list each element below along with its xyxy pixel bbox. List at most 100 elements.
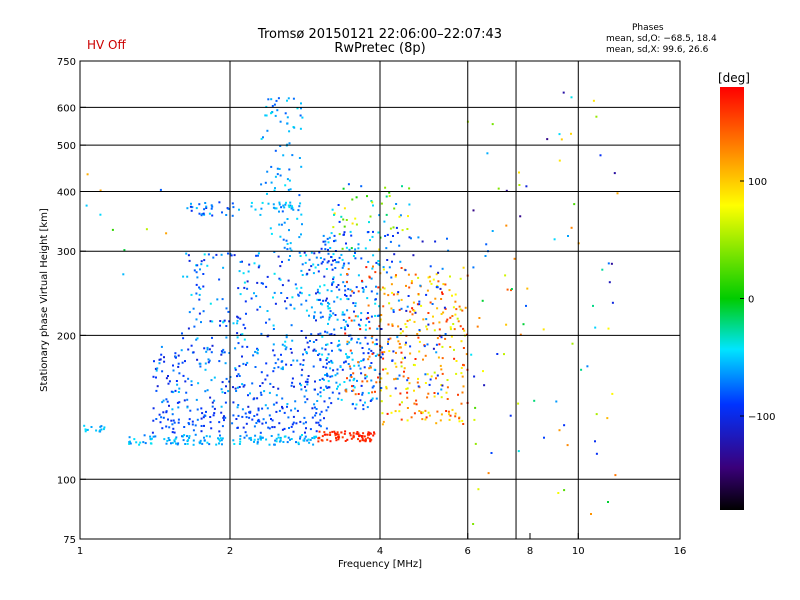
data-point [341, 368, 344, 371]
data-point [245, 422, 248, 425]
data-point [297, 443, 300, 446]
data-point [311, 416, 314, 419]
data-point [273, 103, 276, 106]
data-point [381, 423, 384, 426]
data-point [342, 233, 345, 236]
data-point [563, 424, 566, 427]
data-point [353, 364, 356, 367]
data-point [271, 426, 274, 429]
data-point [406, 407, 409, 409]
data-point [380, 202, 383, 205]
data-point [510, 288, 513, 290]
data-point [299, 435, 302, 438]
data-point [239, 438, 242, 441]
data-point [222, 348, 225, 351]
data-point [319, 316, 322, 319]
data-point [341, 266, 344, 269]
data-point [340, 398, 343, 401]
data-point [154, 367, 157, 370]
data-point [161, 401, 164, 404]
data-point [425, 325, 428, 328]
data-point [177, 365, 180, 368]
data-point [334, 432, 337, 435]
data-point [198, 212, 201, 215]
data-point [408, 286, 411, 289]
data-point [139, 441, 142, 444]
data-point [349, 374, 352, 376]
data-point [174, 356, 177, 359]
data-point [359, 399, 362, 402]
data-point [284, 112, 287, 115]
data-point [209, 320, 212, 323]
data-point [608, 281, 611, 284]
data-point [135, 441, 138, 444]
data-point [292, 421, 295, 424]
data-point [243, 281, 246, 284]
data-point [340, 327, 343, 329]
data-point [422, 358, 424, 361]
x-tick-label: 2 [227, 546, 233, 557]
data-point [395, 226, 398, 229]
data-point [245, 434, 248, 437]
data-point [256, 420, 259, 422]
data-point [357, 247, 360, 250]
data-point [409, 352, 412, 355]
data-point [324, 348, 327, 351]
data-point [288, 206, 291, 209]
data-point [446, 386, 449, 389]
data-point [592, 304, 594, 307]
data-point [414, 311, 417, 314]
data-point [172, 419, 175, 422]
data-point [307, 346, 310, 349]
data-point [326, 433, 329, 436]
data-point [357, 323, 360, 326]
data-point [427, 276, 430, 279]
data-point [381, 286, 384, 289]
data-point [357, 438, 359, 441]
data-point [401, 357, 404, 360]
data-point [343, 432, 346, 435]
data-point [203, 424, 205, 427]
data-point [303, 395, 306, 398]
data-point [236, 426, 239, 429]
data-point [270, 165, 273, 168]
data-point [153, 360, 155, 363]
data-point [280, 353, 282, 356]
data-point [199, 365, 202, 368]
data-point [259, 431, 262, 434]
data-point [181, 361, 184, 364]
data-point [373, 432, 376, 435]
data-point [151, 431, 154, 434]
data-point [472, 266, 475, 269]
data-point [570, 96, 573, 99]
data-point [304, 435, 307, 438]
data-point [330, 359, 333, 362]
data-point [430, 282, 433, 285]
data-point [145, 228, 148, 231]
data-point [268, 414, 271, 417]
data-point [440, 388, 443, 391]
data-point [367, 392, 370, 395]
data-point [299, 291, 302, 294]
data-point [187, 439, 190, 442]
data-point [462, 266, 465, 269]
data-point [288, 229, 290, 232]
data-point [358, 435, 361, 438]
data-point [232, 414, 235, 417]
data-point [305, 421, 307, 424]
data-point [607, 262, 610, 265]
data-point [351, 385, 353, 388]
data-point [357, 290, 360, 293]
data-point [330, 333, 333, 336]
data-point [570, 132, 572, 135]
data-point [301, 274, 304, 276]
data-point [350, 437, 353, 440]
data-point [459, 277, 462, 280]
data-point [260, 438, 262, 441]
data-point [377, 354, 380, 357]
data-point [278, 440, 281, 443]
data-point [375, 338, 378, 341]
data-point [257, 407, 260, 410]
